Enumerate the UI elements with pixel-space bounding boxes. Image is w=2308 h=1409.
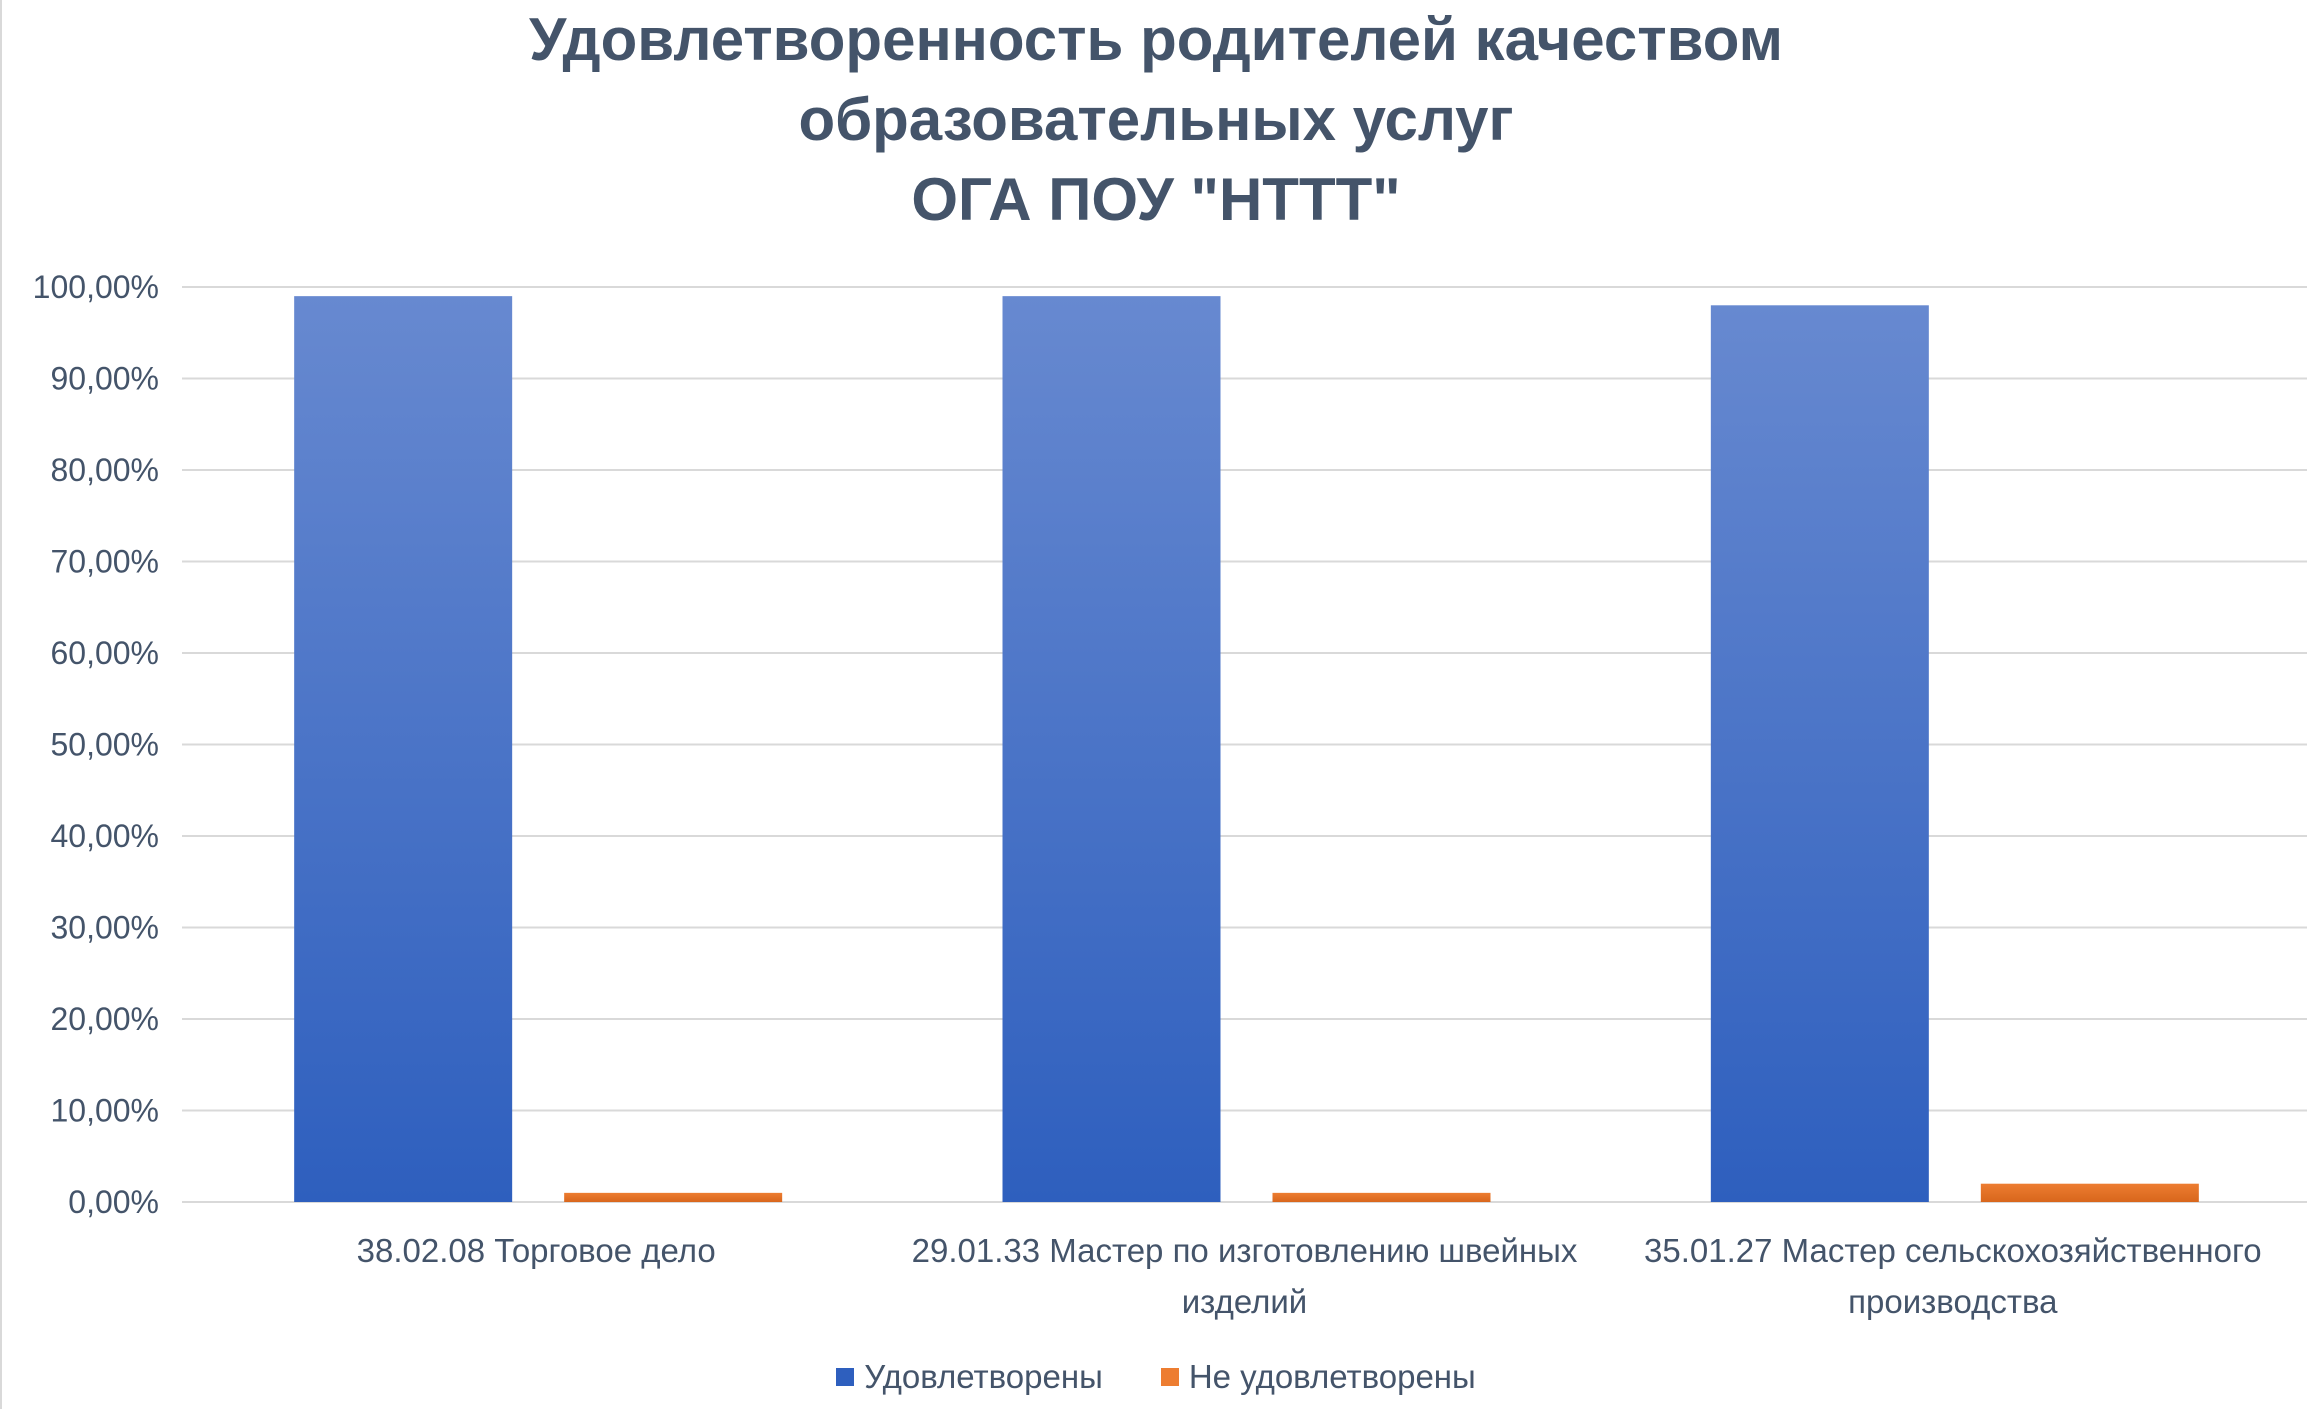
legend-swatch-not-satisfied: [1160, 1368, 1179, 1386]
y-tick-label: 50,00%: [50, 727, 159, 763]
bar-satisfied: [1710, 305, 1929, 1202]
chart-title-line-3: ОГА ПОУ "НТТТ": [911, 166, 1401, 233]
bar-not-satisfied: [1272, 1192, 1491, 1202]
x-category-label: изделий: [1182, 1283, 1307, 1320]
x-category-label: 35.01.27 Мастер сельскохозяйственного: [1644, 1232, 2262, 1269]
legend: Удовлетворены Не удовлетворены: [2, 1358, 2308, 1396]
y-tick-label: 0,00%: [68, 1184, 159, 1220]
legend-label-satisfied: Удовлетворены: [864, 1358, 1103, 1395]
y-tick-label: 30,00%: [50, 910, 159, 946]
legend-item-satisfied: Удовлетворены: [836, 1358, 1103, 1396]
x-category-label: 38.02.08 Торговое дело: [357, 1232, 716, 1269]
y-tick-label: 40,00%: [50, 818, 159, 854]
legend-item-not-satisfied: Не удовлетворены: [1160, 1358, 1476, 1396]
x-category-label: 29.01.33 Мастер по изготовлению швейных: [912, 1232, 1578, 1269]
chart-title-line-2: образовательных услуг: [798, 86, 1514, 153]
y-tick-label: 80,00%: [50, 452, 159, 488]
chart-title-line-1: Удовлетворенность родителей качеством: [529, 6, 1783, 73]
bar-not-satisfied: [564, 1192, 783, 1202]
bar-satisfied: [294, 296, 513, 1202]
legend-swatch-satisfied: [836, 1368, 855, 1386]
y-tick-label: 90,00%: [50, 361, 159, 397]
bar-not-satisfied: [1980, 1183, 2199, 1202]
y-tick-label: 10,00%: [50, 1093, 159, 1129]
y-tick-label: 60,00%: [50, 635, 159, 671]
legend-label-not-satisfied: Не удовлетворены: [1188, 1358, 1476, 1395]
x-category-label: производства: [1848, 1283, 2058, 1320]
chart-title: Удовлетворенность родителей качеством об…: [2, 0, 2308, 240]
y-tick-label: 70,00%: [50, 544, 159, 580]
y-tick-label: 20,00%: [50, 1001, 159, 1037]
y-tick-label: 100,00%: [33, 269, 159, 305]
bar-satisfied: [1002, 296, 1221, 1202]
